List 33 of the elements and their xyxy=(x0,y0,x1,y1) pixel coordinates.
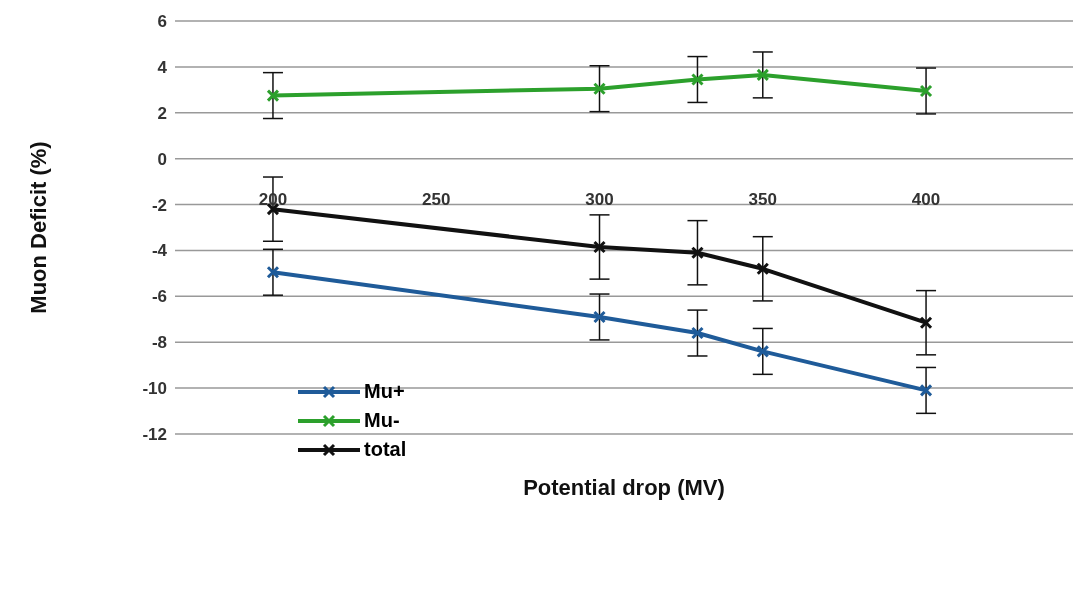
y-tick-label: -8 xyxy=(151,333,167,353)
x-tick-label: 300 xyxy=(585,189,614,209)
point xyxy=(919,84,933,98)
point xyxy=(919,316,933,330)
point xyxy=(756,262,770,276)
point xyxy=(593,310,607,324)
y-tick-label: 0 xyxy=(157,149,167,169)
point xyxy=(593,82,607,96)
legend-label: Mu- xyxy=(364,409,400,432)
y-axis-title: Muon Deficit (%) xyxy=(25,141,51,314)
y-tick-label: 2 xyxy=(157,103,167,123)
y-tick-label: -12 xyxy=(142,425,167,445)
point xyxy=(756,68,770,82)
y-tick-label: -6 xyxy=(151,287,167,307)
x-tick-label: 400 xyxy=(911,189,941,209)
y-tick-label: 4 xyxy=(157,57,168,77)
point xyxy=(266,265,280,279)
x-tick-label: 350 xyxy=(748,189,777,209)
y-tick-label: -2 xyxy=(151,195,167,215)
y-tick-label: -10 xyxy=(142,379,167,399)
legend-label: Mu+ xyxy=(364,380,405,403)
point xyxy=(756,344,770,358)
y-tick-label: 6 xyxy=(157,12,167,32)
y-tick-label: -4 xyxy=(151,241,168,261)
point xyxy=(690,73,704,87)
point xyxy=(690,326,704,340)
point xyxy=(690,246,704,260)
x-tick-label: 250 xyxy=(422,189,451,209)
point xyxy=(593,240,607,254)
x-axis-title: Potential drop (MV) xyxy=(523,475,725,500)
point xyxy=(919,383,933,397)
point xyxy=(266,89,280,103)
legend-label: total xyxy=(364,438,407,461)
